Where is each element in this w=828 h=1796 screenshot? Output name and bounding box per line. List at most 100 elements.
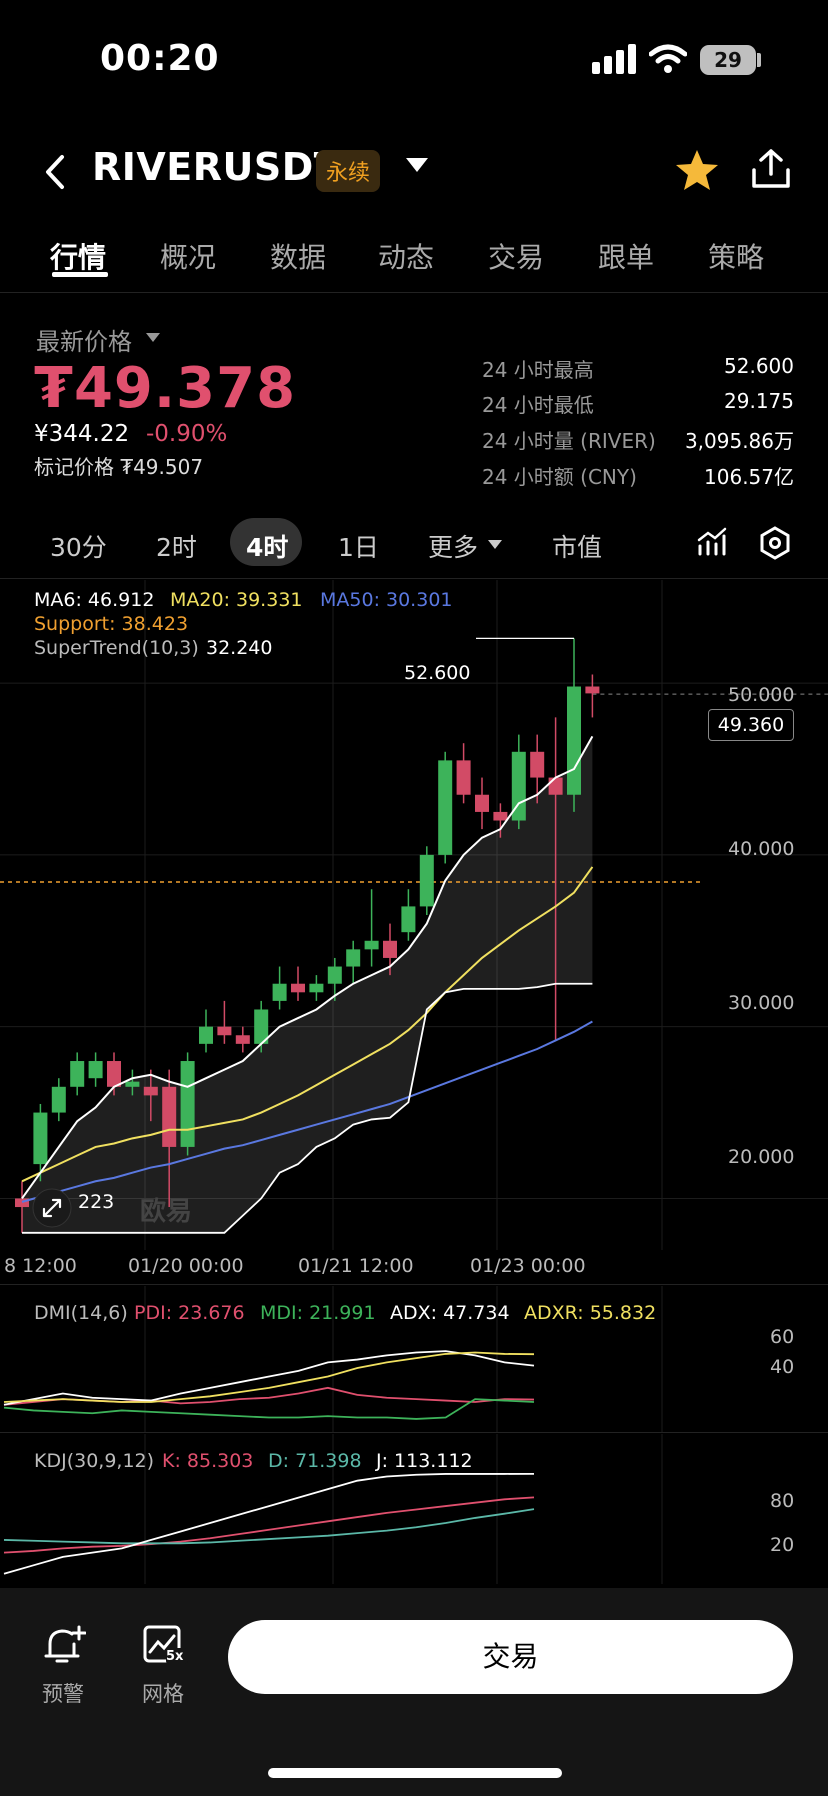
dmi-adxr: ADXR: 55.832 [524,1302,657,1324]
supertrend-label: SuperTrend(10,3) [34,637,199,659]
y-tick-label: 50.000 [728,684,795,706]
chart-settings-icon[interactable] [758,526,792,560]
kdj-title: KDJ(30,9,12) [34,1450,155,1472]
candle-body [567,686,581,795]
interval-selected-pill [230,518,302,566]
status-time: 00:20 [100,38,220,79]
tab-market[interactable]: 行情 [50,241,107,274]
grid-bot-icon[interactable] [142,1624,190,1668]
candle-body [33,1112,48,1165]
y-tick-label: 40.000 [728,838,795,860]
candle-body [291,983,305,993]
interval-market-cap[interactable]: 市值 [552,533,603,562]
x-tick-label: 01/20 00:00 [128,1255,244,1277]
interval-2h[interactable]: 2时 [156,533,197,562]
candle-body [585,686,600,694]
candle-body [548,777,563,795]
kdj-chart[interactable] [0,1434,828,1584]
candle-body [199,1026,213,1044]
kdj-j: J: 113.112 [376,1450,473,1472]
alert-bell-icon[interactable] [42,1624,86,1668]
alert-label[interactable]: 预警 [42,1682,84,1706]
stat-label-high: 24 小时最高 [482,358,594,382]
grid-label[interactable]: 网格 [142,1682,184,1706]
ma50-line [21,1020,593,1203]
favorite-star-icon[interactable] [674,148,720,192]
candle-body [530,751,545,778]
share-icon[interactable] [750,148,792,190]
candle-body [364,940,379,950]
fullscreen-icon[interactable] [32,1188,72,1228]
candle-body [88,1061,103,1079]
tab-news[interactable]: 动态 [378,241,435,274]
dmi-mdi: MDI: 21.991 [260,1302,376,1324]
active-tab-indicator [52,272,108,277]
current-price-tag: 49.360 [708,709,794,741]
candle-body [383,940,397,958]
interval-1d[interactable]: 1日 [338,533,379,562]
symbol-title[interactable]: RIVERUSDT [92,145,341,189]
candlestick-chart[interactable] [0,580,828,1250]
dmi-chart[interactable] [0,1286,828,1432]
candle-body [254,1009,269,1044]
candle-body [401,906,416,933]
supertrend-fill [22,736,593,1233]
tab-strategy[interactable]: 策略 [708,241,765,274]
interval-4h[interactable]: 4时 [246,533,289,562]
dmi-adx: ADX: 47.734 [390,1302,510,1324]
home-indicator [268,1768,562,1778]
high-marker-label: 52.600 [404,662,471,684]
ma6-value: MA6: 46.912 [34,589,155,611]
stat-value-low: 29.175 [724,389,794,413]
candle-body [15,1198,29,1208]
price-type-label[interactable]: 最新价格 [36,328,132,356]
candle-body [51,1086,66,1113]
contract-type-badge: 永续 [316,150,381,192]
candle-body [235,1035,250,1044]
watermark-text: 欧易 [140,1197,193,1227]
divider [0,1432,828,1433]
kdj-k: K: 85.303 [162,1450,254,1472]
y-tick-label: 30.000 [728,992,795,1014]
interval-more[interactable]: 更多 [428,533,479,562]
stat-value-high: 52.600 [724,354,794,378]
ma20-line [21,866,594,1183]
stat-value-turnover: 106.57亿 [704,465,794,489]
mdi-line [3,1398,535,1420]
ma20-value: MA20: 39.331 [170,589,303,611]
dmi-pdi: PDI: 23.676 [134,1302,245,1324]
more-caret-icon[interactable] [488,540,502,549]
supertrend-value: 32.240 [206,637,273,659]
tab-overview[interactable]: 概况 [160,241,217,274]
candle-body [511,751,526,821]
stat-label-low: 24 小时最低 [482,393,594,417]
mark-price: 标记价格 ₮49.507 [34,455,204,479]
candle-body [125,1081,140,1087]
adx-line [3,1350,535,1406]
cny-price: ¥344.22 [34,421,130,447]
tab-trade[interactable]: 交易 [488,241,545,274]
kdj-d: D: 71.398 [268,1450,362,1472]
candle-body [217,1026,232,1036]
last-price: ₮49.378 [34,356,297,421]
supertrend-line [22,982,593,1234]
wifi-icon [649,44,687,73]
back-icon[interactable] [44,154,66,190]
kdj-y-tick: 80 [770,1490,795,1512]
indicator-icon[interactable] [696,526,728,558]
tab-data[interactable]: 数据 [270,241,327,274]
cellular-signal-icon [592,44,636,74]
price-type-caret-icon[interactable] [146,333,160,342]
low-marker-label: 223 [78,1191,115,1213]
tab-copy-trading[interactable]: 跟单 [598,241,655,274]
candle-body [438,760,453,855]
interval-30m[interactable]: 30分 [50,533,107,562]
adxr-line [3,1351,535,1403]
candle-body [346,949,361,967]
stat-label-volume: 24 小时量 (RIVER) [482,429,656,453]
candle-body [107,1061,121,1087]
candle-body [143,1086,158,1096]
divider [0,578,828,579]
symbol-dropdown-icon[interactable] [406,158,428,172]
trade-button[interactable]: 交易 [228,1620,793,1694]
